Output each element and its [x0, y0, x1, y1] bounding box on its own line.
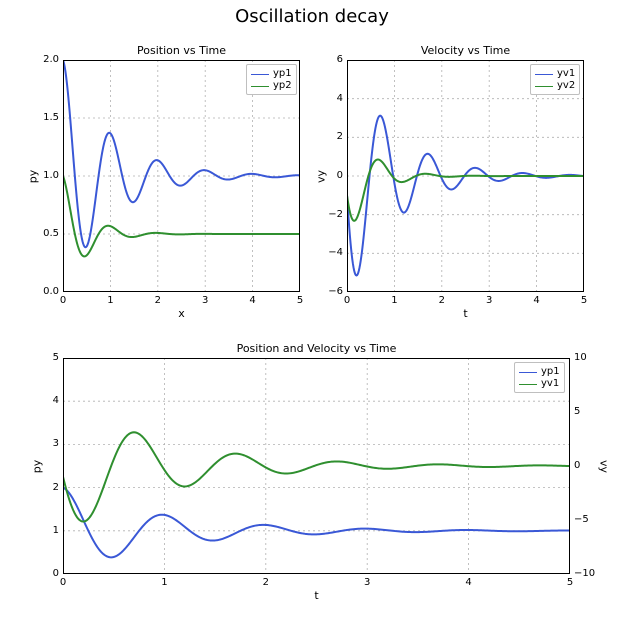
ytick-right-label: 5 [574, 406, 580, 417]
ytick-label: 2 [53, 482, 59, 493]
xtick-label: 2 [432, 295, 452, 306]
subplot-tl-title: Position vs Time [63, 44, 300, 57]
ytick-right-label: −10 [574, 568, 595, 579]
ytick-label: 1.0 [43, 170, 59, 181]
xtick-label: 2 [148, 295, 168, 306]
ytick-label: −4 [328, 247, 343, 258]
ytick-label: −2 [328, 209, 343, 220]
ytick-label: −6 [328, 286, 343, 297]
xtick-label: 2 [256, 577, 276, 588]
subplot-b-legend: yp1yv1 [514, 362, 565, 393]
xtick-label: 5 [574, 295, 594, 306]
subplot-b-plot [63, 358, 570, 574]
ytick-label: 1.5 [43, 112, 59, 123]
subplot-tl-xlabel: x [63, 307, 300, 320]
legend-swatch [519, 372, 537, 373]
legend-label: yv2 [557, 80, 575, 92]
series-yv2 [347, 160, 584, 221]
xtick-label: 4 [243, 295, 263, 306]
subplot-b-ylabel-left: py [31, 457, 44, 477]
subplot-b-title: Position and Velocity vs Time [63, 342, 570, 355]
legend-item: yv2 [535, 80, 575, 92]
xtick-label: 1 [384, 295, 404, 306]
xtick-label: 4 [527, 295, 547, 306]
xtick-label: 3 [357, 577, 377, 588]
ytick-label: 4 [337, 93, 343, 104]
legend-swatch [535, 74, 553, 75]
subplot-b-xlabel: t [63, 589, 570, 602]
series-yv1 [347, 116, 584, 276]
legend-label: yv1 [541, 378, 559, 390]
ytick-right-label: −5 [574, 514, 589, 525]
figure-suptitle: Oscillation decay [0, 6, 624, 27]
xtick-label: 4 [459, 577, 479, 588]
subplot-b-ylabel-right: vy [598, 457, 611, 477]
legend-swatch [519, 384, 537, 385]
subplot-tl-legend: yp1yp2 [246, 64, 297, 95]
xtick-label: 1 [100, 295, 120, 306]
figure-container: Oscillation decay Position vs Time x py … [0, 0, 624, 624]
legend-label: yp2 [273, 80, 292, 92]
subplot-tr-xlabel: t [347, 307, 584, 320]
legend-item: yv1 [519, 378, 560, 390]
xtick-label: 3 [479, 295, 499, 306]
series-yp2 [63, 176, 300, 256]
legend-item: yp2 [251, 80, 292, 92]
legend-label: yp1 [541, 366, 560, 378]
ytick-label: 1 [53, 525, 59, 536]
legend-label: yv1 [557, 68, 575, 80]
ytick-label: 0.0 [43, 286, 59, 297]
xtick-label: 5 [290, 295, 310, 306]
ytick-label: 0 [337, 170, 343, 181]
ytick-label: 4 [53, 395, 59, 406]
subplot-tr-ylabel: vy [315, 167, 328, 187]
legend-item: yv1 [535, 68, 575, 80]
series-yp1 [63, 488, 570, 558]
subplot-tl-ylabel: py [27, 167, 40, 187]
xtick-label: 3 [195, 295, 215, 306]
legend-swatch [535, 86, 553, 87]
ytick-label: 2.0 [43, 54, 59, 65]
subplot-tr-legend: yv1yv2 [530, 64, 580, 95]
legend-swatch [251, 86, 269, 87]
ytick-label: 3 [53, 438, 59, 449]
ytick-label: 6 [337, 54, 343, 65]
legend-item: yp1 [519, 366, 560, 378]
legend-item: yp1 [251, 68, 292, 80]
ytick-label: 5 [53, 352, 59, 363]
ytick-right-label: 0 [574, 460, 580, 471]
legend-label: yp1 [273, 68, 292, 80]
ytick-label: 0.5 [43, 228, 59, 239]
subplot-tr-title: Velocity vs Time [347, 44, 584, 57]
series-yv1 [63, 432, 570, 521]
ytick-label: 2 [337, 131, 343, 142]
ytick-label: 0 [53, 568, 59, 579]
ytick-right-label: 10 [574, 352, 587, 363]
legend-swatch [251, 74, 269, 75]
xtick-label: 1 [154, 577, 174, 588]
